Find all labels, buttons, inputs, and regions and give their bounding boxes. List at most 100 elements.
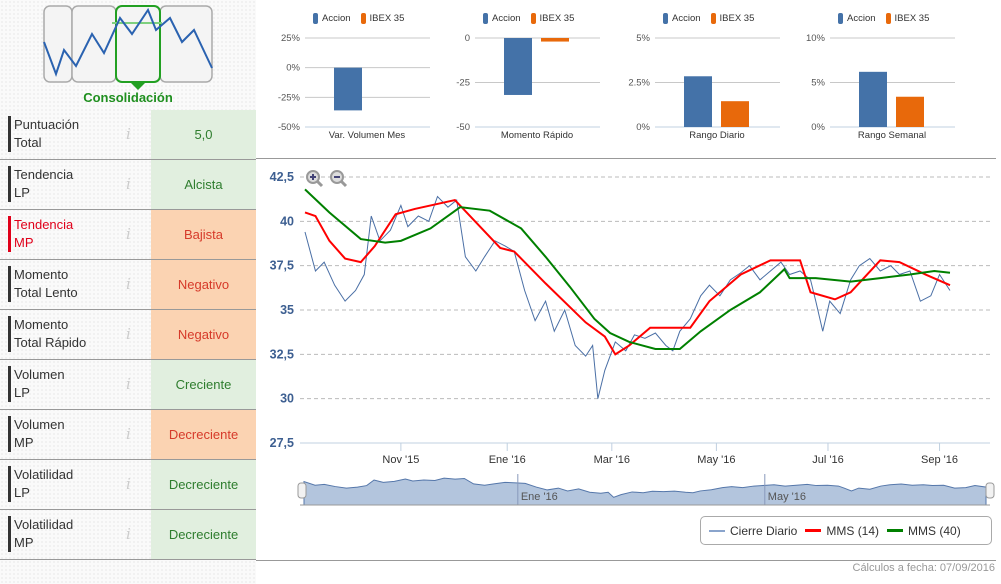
info-icon[interactable]: i — [126, 325, 131, 343]
legend-label: MMS (40) — [908, 523, 961, 538]
legend-ibex[interactable]: IBEX 35 — [369, 13, 405, 24]
info-icon[interactable]: i — [126, 175, 131, 193]
mini-chart-svg: 0 -25 -50 Momento Rápido — [456, 33, 600, 141]
indicator-value: 5,0 — [151, 110, 256, 159]
row-marker — [8, 416, 11, 452]
pattern-label: Consolidación — [83, 90, 173, 105]
row-marker — [8, 316, 11, 352]
y-tick-label: -50 — [456, 122, 470, 133]
bar-accion — [334, 67, 362, 111]
indicator-label: Volumen MP — [14, 417, 65, 450]
mini-chart-svg: 5% 2.5% 0% Rango Diario — [628, 33, 780, 141]
x-tick-label: Mar '16 — [594, 454, 630, 466]
navigator-label: May '16 — [768, 491, 806, 503]
y-tick-label: 5% — [811, 78, 825, 89]
line-swatch — [709, 529, 725, 532]
indicator-value: Bajista — [151, 210, 256, 259]
indicator-value: Alcista — [151, 160, 256, 209]
chart-title: Momento Rápido — [501, 130, 573, 141]
ibex-swatch — [885, 13, 891, 24]
navigator-label: Ene '16 — [521, 491, 558, 503]
bar-ibex — [721, 101, 749, 127]
row-marker — [8, 116, 11, 152]
series-cierre-diario — [304, 195, 951, 399]
ibex-swatch — [360, 13, 366, 24]
chart-title: Rango Semanal — [858, 130, 926, 141]
indicator-label: Momento Total Lento — [14, 267, 78, 300]
zoom-in-icon[interactable] — [304, 168, 324, 188]
row-marker — [8, 216, 11, 252]
y-tick-label: 27,5 — [270, 436, 294, 450]
indicator-value: Decreciente — [151, 510, 256, 559]
y-tick-label: 0% — [636, 122, 650, 133]
y-tick-label: -25 — [456, 78, 470, 89]
info-icon[interactable]: i — [126, 225, 131, 243]
indicator-label: Volatilidad MP — [14, 517, 74, 550]
x-tick-label: Jul '16 — [812, 454, 843, 466]
info-icon[interactable]: i — [126, 475, 131, 493]
bar-ibex — [541, 38, 569, 42]
legend-accion[interactable]: Accion — [847, 13, 876, 24]
line-swatch — [805, 529, 822, 532]
y-tick-label: 0 — [465, 33, 470, 44]
info-icon[interactable]: i — [126, 275, 131, 293]
chart-title: Rango Diario — [689, 130, 744, 141]
y-tick-label: 0% — [811, 122, 825, 133]
accion-swatch — [663, 13, 668, 24]
mini-chart-svg: 25% 0% -25% -50% Var. Volumen Mes — [278, 33, 430, 141]
bar-ibex — [896, 96, 924, 127]
y-tick-label: 0% — [286, 63, 300, 74]
legend-ibex[interactable]: IBEX 35 — [539, 13, 575, 24]
legend-accion[interactable]: Accion — [322, 13, 351, 24]
y-tick-label: 30 — [280, 392, 294, 406]
navigator-handle-right[interactable] — [985, 482, 995, 499]
info-icon[interactable]: i — [126, 425, 131, 443]
indicator-row: Momento Total Lento i Negativo — [0, 260, 256, 310]
info-icon[interactable]: i — [126, 525, 131, 543]
bar-accion — [684, 76, 712, 127]
row-marker — [8, 366, 11, 402]
indicator-row: Volatilidad LP i Decreciente — [0, 460, 256, 510]
indicator-row: Volatilidad MP i Decreciente — [0, 510, 256, 560]
indicator-value: Negativo — [151, 310, 256, 359]
legend-accion[interactable]: Accion — [492, 13, 521, 24]
legend-mms40[interactable]: MMS (40) — [887, 524, 961, 538]
indicator-row: Puntuación Total i 5,0 — [0, 110, 256, 160]
legend-ibex[interactable]: IBEX 35 — [719, 13, 755, 24]
legend-accion[interactable]: Accion — [672, 13, 701, 24]
indicator-label: Momento Total Rápido — [14, 317, 87, 350]
legend-mms14[interactable]: MMS (14) — [805, 524, 879, 538]
chart-title: Var. Volumen Mes — [329, 130, 406, 141]
indicator-panel: Consolidación Puntuación Total i 5,0 Ten… — [0, 0, 256, 584]
y-tick-label: 42,5 — [270, 170, 294, 184]
indicator-value: Decreciente — [151, 460, 256, 509]
indicator-value: Creciente — [151, 360, 256, 409]
info-icon[interactable]: i — [126, 125, 131, 143]
indicator-row: Volumen LP i Creciente — [0, 360, 256, 410]
zoom-out-icon[interactable] — [328, 168, 348, 188]
divider — [256, 560, 996, 561]
bar-accion — [504, 38, 532, 95]
y-tick-label: 37,5 — [270, 259, 294, 273]
legend-label: MMS (14) — [826, 523, 880, 538]
y-tick-label: 2.5% — [628, 78, 650, 89]
navigator-handle-left[interactable] — [297, 482, 307, 499]
ibex-swatch — [530, 13, 536, 24]
navigator-series — [303, 477, 987, 506]
price-chart[interactable]: 42,5 40 37,5 35 32,5 30 27,5 Nov '15 Ene '16 Mar … — [256, 160, 1001, 560]
indicator-row: Momento Total Rápido i Negativo — [0, 310, 256, 360]
legend-cierre[interactable]: Cierre Diario — [709, 524, 797, 538]
y-tick-label: 10% — [806, 33, 826, 44]
y-tick-label: 25% — [281, 33, 301, 44]
indicator-label: Volatilidad LP — [14, 467, 74, 500]
row-marker — [8, 516, 11, 552]
accion-swatch — [313, 13, 318, 24]
bar-accion — [859, 71, 887, 127]
info-icon[interactable]: i — [126, 375, 131, 393]
chart-legend: Accion IBEX 35 — [483, 13, 584, 24]
x-tick-label: May '16 — [697, 454, 735, 466]
legend-ibex[interactable]: IBEX 35 — [894, 13, 930, 24]
y-tick-label: 40 — [280, 214, 294, 228]
x-tick-label: Nov '15 — [382, 454, 419, 466]
divider — [256, 158, 996, 159]
